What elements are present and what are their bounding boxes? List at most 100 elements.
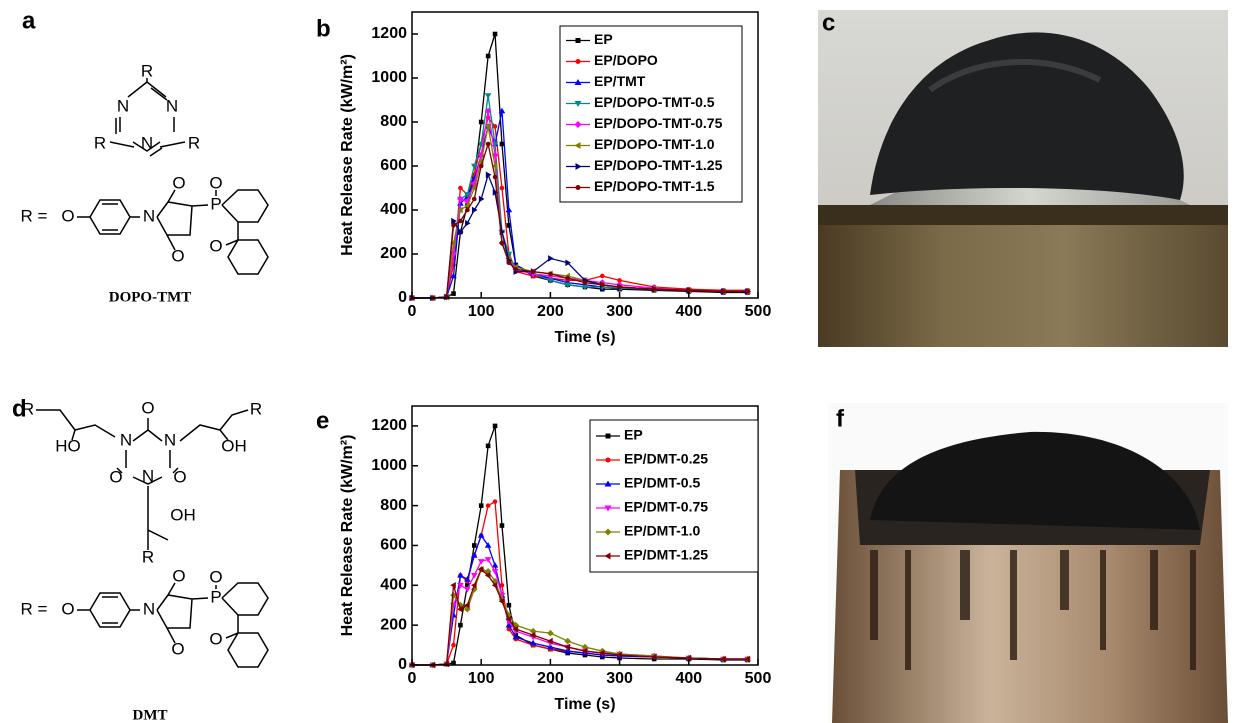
x-tick-label: 100 <box>468 303 495 320</box>
data-point <box>505 206 513 213</box>
panel-label: a <box>22 7 36 34</box>
panel-label: e <box>316 407 329 434</box>
data-point <box>470 573 478 579</box>
atom-label: R <box>250 399 262 418</box>
data-point <box>581 284 589 291</box>
data-point <box>744 655 750 663</box>
data-point <box>485 53 491 59</box>
atom-label: R <box>94 133 106 152</box>
data-point <box>529 639 537 646</box>
data-point <box>457 195 464 203</box>
x-axis-label: Time (s) <box>554 329 615 346</box>
data-point <box>512 633 520 640</box>
data-point <box>450 582 456 589</box>
atom-label: R <box>22 399 34 418</box>
atom-label: O <box>172 566 185 585</box>
legend-marker <box>575 59 581 64</box>
data-point <box>565 275 571 281</box>
data-point <box>499 583 505 588</box>
x-tick-label: 200 <box>537 670 564 687</box>
atom-label: O <box>209 567 222 586</box>
data-point <box>492 189 499 196</box>
data-point <box>547 643 554 650</box>
atom-label: R <box>141 61 153 80</box>
legend-label: EP/DOPO-TMT-1.0 <box>594 136 715 152</box>
data-point <box>617 278 622 283</box>
y-axis-label: Heat Release Rate (kW/m²) <box>339 435 356 637</box>
y-tick-label: 0 <box>398 656 407 673</box>
panel-label: f <box>836 405 845 432</box>
atom-label: N <box>143 599 155 618</box>
data-point <box>600 282 605 288</box>
data-point <box>547 637 553 645</box>
data-point <box>498 597 505 605</box>
atom-label: P <box>210 587 221 606</box>
data-point <box>457 206 463 214</box>
data-point <box>485 141 491 147</box>
data-point <box>450 239 456 247</box>
atom-label: O <box>171 246 184 265</box>
legend-box <box>559 25 743 203</box>
data-point <box>565 259 571 267</box>
x-tick-label: 0 <box>408 670 417 687</box>
atom-label: O <box>171 639 184 658</box>
photo-char-c <box>818 10 1228 347</box>
data-point <box>471 543 477 548</box>
y-tick-label: 400 <box>380 577 407 594</box>
legend-label: EP <box>624 427 643 443</box>
data-point <box>505 615 512 623</box>
x-tick-label: 400 <box>675 670 702 687</box>
y-tick-label: 200 <box>380 245 407 262</box>
data-point <box>484 557 492 563</box>
data-point <box>464 197 471 205</box>
atom-label: N <box>141 133 153 152</box>
legend-marker <box>605 433 611 439</box>
atom-label: OH <box>221 436 247 455</box>
atom-label: N <box>143 206 155 225</box>
legend-marker <box>604 505 612 512</box>
data-point <box>499 240 505 246</box>
legend-label: EP <box>594 31 613 47</box>
data-point <box>512 625 519 633</box>
data-point <box>485 443 491 449</box>
legend-marker <box>604 480 612 487</box>
structure-dopo-tmt <box>77 78 269 275</box>
data-point <box>484 107 492 115</box>
data-point <box>457 583 464 589</box>
atom-label: O <box>209 173 222 192</box>
data-point <box>564 637 571 645</box>
x-tick-label: 300 <box>606 303 633 320</box>
x-tick-label: 500 <box>745 670 772 687</box>
data-point <box>458 622 463 628</box>
data-point <box>484 572 491 579</box>
atom-label: R = <box>21 206 48 225</box>
data-point <box>547 278 554 284</box>
data-point <box>470 184 477 192</box>
data-point <box>451 291 456 296</box>
y-tick-label: 800 <box>380 497 407 514</box>
legend-label: EP/DMT-0.75 <box>624 499 708 515</box>
data-point <box>492 124 498 129</box>
data-point <box>564 282 571 289</box>
data-point <box>485 503 491 508</box>
data-point <box>491 162 498 170</box>
atom-label: N <box>166 96 178 115</box>
x-tick-label: 300 <box>606 670 633 687</box>
data-point <box>478 195 485 203</box>
data-point <box>492 174 498 180</box>
legend-label: EP/DOPO-TMT-1.25 <box>594 157 723 173</box>
data-point <box>685 654 692 662</box>
atom-label: HO <box>55 436 81 455</box>
data-point <box>505 621 513 628</box>
atom-label: N <box>117 96 129 115</box>
x-tick-label: 400 <box>675 303 702 320</box>
legend-marker <box>574 79 582 85</box>
data-point <box>478 503 484 508</box>
atom-label: N <box>164 430 176 449</box>
plot-frame <box>411 11 759 299</box>
data-point <box>548 255 554 262</box>
atom-label: N <box>120 430 132 449</box>
atom-label: O <box>172 173 185 192</box>
data-point <box>464 192 471 198</box>
